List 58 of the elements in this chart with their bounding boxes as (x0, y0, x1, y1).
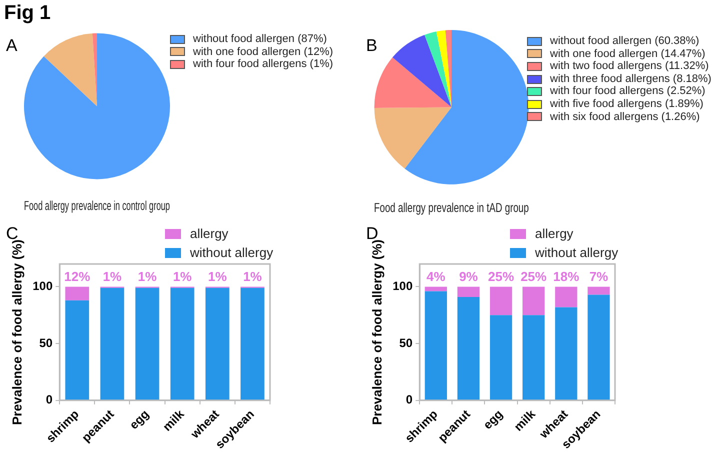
data-label: 1% (172, 268, 192, 284)
bar (240, 288, 264, 400)
bar (522, 315, 545, 400)
data-label: 1% (208, 268, 228, 284)
bar (490, 315, 512, 400)
data-label: 9% (459, 268, 478, 284)
legend-label: with three food allergens (8.18%) (550, 72, 712, 86)
y-tick-label: 50 (39, 336, 53, 350)
data-label: 7% (589, 268, 609, 284)
legend-label: allergy (535, 225, 574, 243)
legend-label: with two food allergens (11.32%) (550, 60, 709, 73)
data-label: 4% (426, 268, 446, 284)
data-label: 1% (102, 268, 122, 284)
bar (205, 288, 230, 400)
legend-label: without food allergen (87%) (193, 33, 327, 46)
legend-label: with one food allergen (12%) (193, 46, 334, 58)
legend-label: without allergy (535, 244, 618, 262)
legend-label: without allergy (190, 244, 274, 262)
bar (424, 286, 447, 292)
bar (424, 291, 447, 400)
data-label: 18% (553, 268, 580, 284)
bar (522, 286, 545, 316)
y-tick-label: 100 (32, 279, 53, 294)
bar (170, 288, 194, 400)
bar (490, 286, 512, 316)
y-tick-label: 0 (46, 392, 53, 407)
chart-subtitle: B (366, 36, 378, 56)
y-tick-label: 100 (392, 279, 413, 294)
legend-label: with one food allergen (14.47%) (550, 48, 706, 60)
bar (588, 294, 610, 400)
x-tick-label: egg (480, 407, 506, 432)
bar (65, 286, 90, 300)
legend-label: allergy (190, 225, 228, 243)
bar (555, 307, 578, 400)
y-tick-label: 0 (406, 392, 413, 407)
y-tick-label: 50 (399, 336, 413, 350)
data-label: 12% (64, 268, 91, 284)
legend-label: with six food allergens (1.26%) (550, 110, 700, 124)
data-label: 25% (520, 268, 548, 284)
legend-label: with four food allergens (1%) (193, 58, 334, 71)
x-tick-label: egg (126, 407, 152, 432)
bar (588, 286, 610, 295)
bar (65, 300, 90, 400)
caption: Fig 1 (4, 2, 51, 25)
legend-label: with five food allergens (1.89%) (550, 98, 704, 111)
bar (555, 286, 578, 308)
text: Food allergy prevalence in tAD group (374, 201, 529, 216)
bar (100, 288, 124, 400)
bar (457, 286, 480, 297)
text: Food allergy prevalence in control group (24, 199, 170, 214)
legend-label: with four food allergens (2.52%) (550, 85, 706, 98)
bar (135, 288, 160, 400)
legend-label: without food allergen (60.38%) (550, 35, 700, 48)
data-label: 25% (488, 268, 514, 284)
data-label: 1% (138, 268, 158, 284)
data-label: 1% (243, 268, 262, 284)
bar (457, 296, 480, 400)
chart-subtitle: A (6, 36, 18, 56)
